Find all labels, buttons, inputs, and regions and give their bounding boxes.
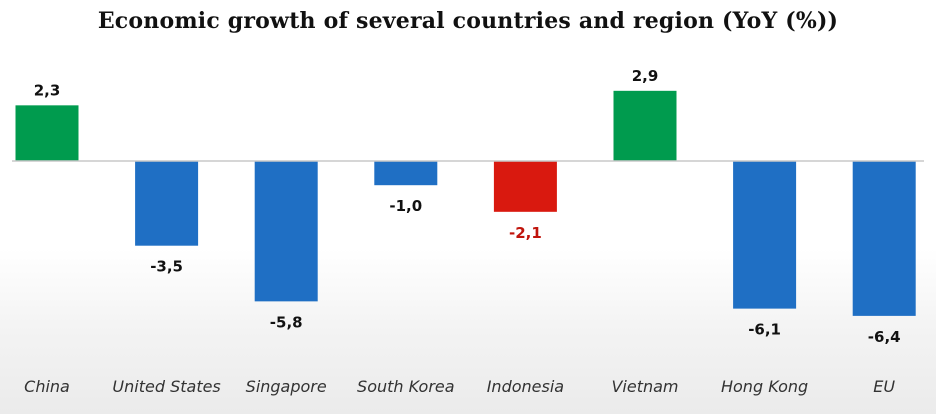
category-label: South Korea xyxy=(357,377,455,396)
bar-hong-kong xyxy=(733,161,797,309)
value-label: 2,9 xyxy=(632,67,659,85)
category-label: Indonesia xyxy=(487,377,564,396)
bar-china xyxy=(15,105,79,161)
bar-singapore xyxy=(254,161,318,302)
bar-vietnam xyxy=(613,90,677,161)
value-label: -6,4 xyxy=(868,328,901,346)
value-label: -2,1 xyxy=(509,224,542,242)
category-label: EU xyxy=(873,377,895,396)
value-label: -5,8 xyxy=(270,313,303,331)
value-label: -1,0 xyxy=(389,197,422,215)
value-label: -6,1 xyxy=(748,321,781,339)
bar-south-korea xyxy=(374,161,438,186)
category-label: Hong Kong xyxy=(721,377,808,396)
bar-eu xyxy=(852,161,916,316)
value-label: 2,3 xyxy=(34,81,61,99)
bar-indonesia xyxy=(493,161,557,212)
chart-title: Economic growth of several countries and… xyxy=(97,8,839,34)
bar-united-states xyxy=(135,161,199,246)
category-label: Vietnam xyxy=(611,377,678,396)
value-label: -3,5 xyxy=(150,258,183,276)
category-label: Singapore xyxy=(246,377,327,396)
category-label: China xyxy=(24,377,70,396)
category-label: United States xyxy=(112,377,220,396)
